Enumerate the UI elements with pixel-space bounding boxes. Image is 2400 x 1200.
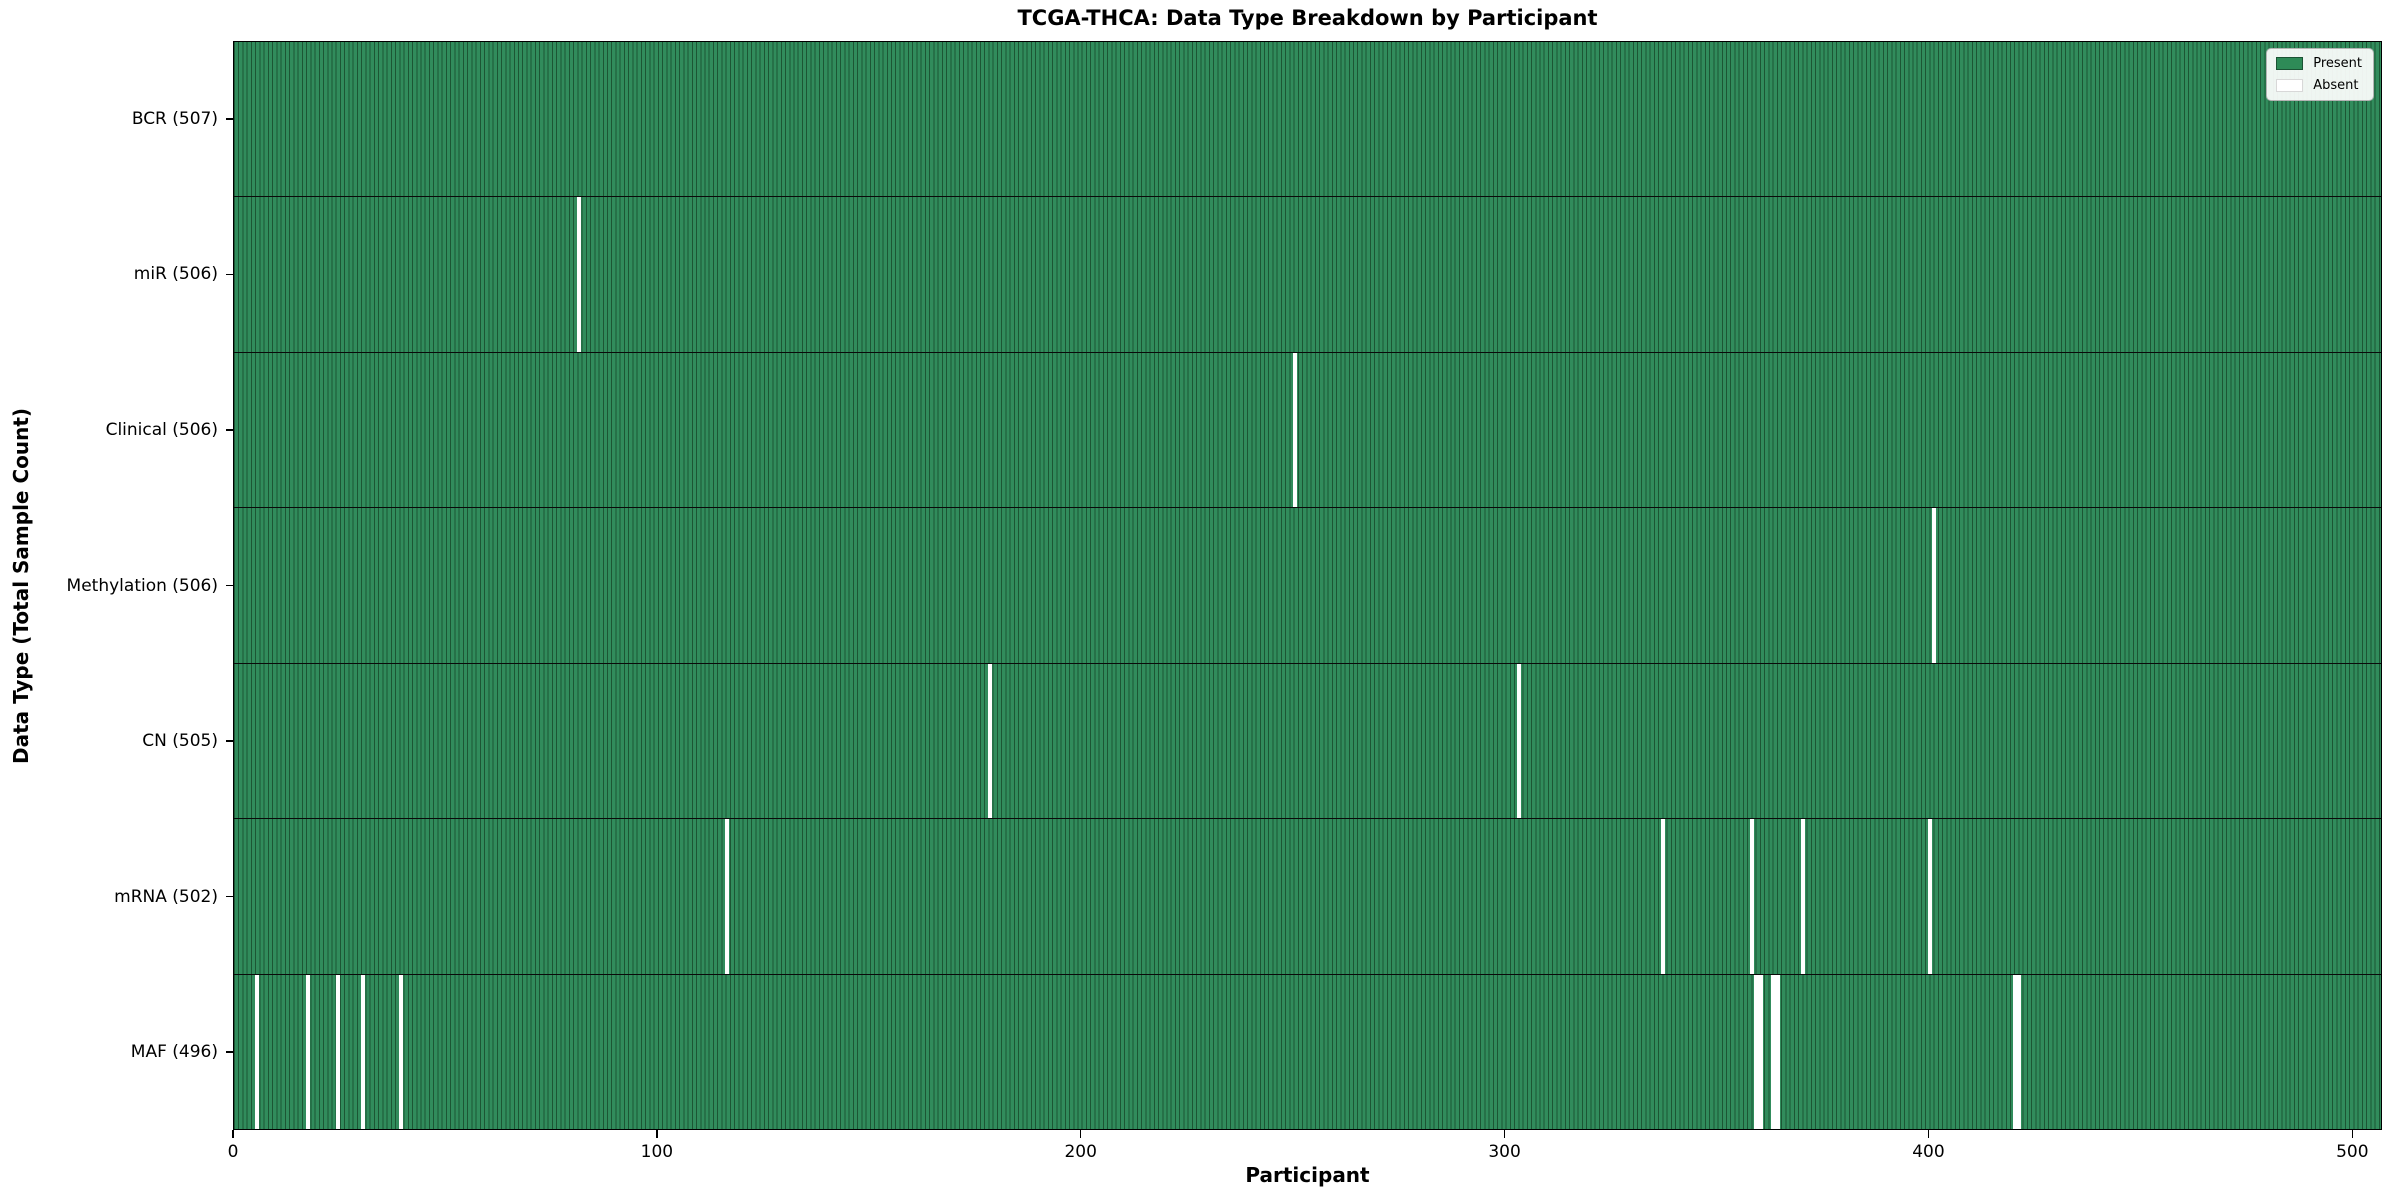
heatmap-row-bcr bbox=[234, 42, 2381, 198]
absent-gap bbox=[987, 663, 992, 819]
absent-gap bbox=[1927, 819, 1933, 974]
absent-gap bbox=[255, 974, 260, 1129]
heatmap-row-maf bbox=[234, 974, 2381, 1129]
absent-gap bbox=[399, 974, 404, 1129]
y-tick-mark bbox=[226, 895, 233, 898]
absent-gap bbox=[725, 819, 730, 974]
absent-gap bbox=[1661, 819, 1666, 974]
legend-entry-present: Present bbox=[2276, 56, 2362, 71]
legend-label-present: Present bbox=[2313, 56, 2362, 71]
y-tick-label: Methylation (506) bbox=[66, 575, 218, 596]
x-tick-mark bbox=[2351, 1130, 2354, 1138]
absent-gap bbox=[1800, 819, 1806, 974]
absent-gap bbox=[335, 974, 340, 1129]
absent-gap bbox=[305, 974, 311, 1129]
legend-label-absent: Absent bbox=[2313, 78, 2359, 93]
absent-gap bbox=[1771, 974, 1776, 1129]
x-tick-mark bbox=[1503, 1130, 1506, 1138]
x-axis-label: Participant bbox=[1245, 1163, 1370, 1187]
y-tick-mark bbox=[226, 273, 233, 276]
y-tick-mark bbox=[226, 429, 233, 431]
chart-title: TCGA-THCA: Data Type Breakdown by Partic… bbox=[1017, 6, 1598, 30]
x-tick-label: 400 bbox=[1912, 1142, 1945, 1162]
heatmap-row-mir bbox=[234, 197, 2381, 353]
absent-gap bbox=[361, 974, 366, 1129]
y-tick-label: CN (505) bbox=[142, 731, 218, 752]
x-tick-mark bbox=[656, 1130, 658, 1138]
y-tick-label: MAF (496) bbox=[130, 1042, 218, 1063]
absent-gap bbox=[577, 197, 582, 352]
y-tick-mark bbox=[226, 584, 233, 587]
x-tick-mark bbox=[1927, 1130, 1930, 1138]
y-tick-label: mRNA (502) bbox=[114, 886, 218, 907]
y-tick-mark bbox=[226, 1051, 233, 1053]
x-tick-label: 0 bbox=[227, 1142, 239, 1162]
x-tick-label: 100 bbox=[640, 1142, 674, 1162]
absent-gap bbox=[2016, 974, 2022, 1129]
y-tick-mark bbox=[226, 118, 233, 120]
absent-gap bbox=[1292, 352, 1297, 508]
heatmap-row-mrna bbox=[234, 819, 2381, 975]
heatmap-row-methylation bbox=[234, 508, 2381, 664]
heatmap-row-clinical bbox=[234, 352, 2381, 509]
x-tick-mark bbox=[232, 1130, 234, 1138]
absent-gap bbox=[1750, 819, 1755, 974]
absent-gap bbox=[1754, 974, 1759, 1129]
absent-gap bbox=[2012, 974, 2017, 1129]
plot-area: Present Absent bbox=[233, 41, 2382, 1130]
absent-gap bbox=[1758, 974, 1763, 1129]
absent-swatch-icon bbox=[2276, 79, 2304, 92]
y-tick-mark bbox=[226, 740, 233, 742]
y-tick-label: Clinical (506) bbox=[105, 419, 218, 440]
heatmap-row-cn bbox=[234, 663, 2381, 820]
x-tick-mark bbox=[1079, 1130, 1082, 1138]
x-tick-label: 500 bbox=[2336, 1142, 2369, 1162]
legend-entry-absent: Absent bbox=[2276, 78, 2362, 93]
absent-gap bbox=[1775, 974, 1780, 1129]
legend: Present Absent bbox=[2266, 48, 2374, 101]
x-tick-label: 300 bbox=[1488, 1142, 1521, 1162]
y-tick-label: BCR (507) bbox=[131, 108, 218, 129]
x-tick-label: 200 bbox=[1064, 1142, 1097, 1162]
y-tick-label: miR (506) bbox=[133, 264, 218, 285]
absent-gap bbox=[1932, 508, 1937, 663]
present-swatch-icon bbox=[2276, 57, 2304, 70]
absent-gap bbox=[1517, 663, 1522, 819]
